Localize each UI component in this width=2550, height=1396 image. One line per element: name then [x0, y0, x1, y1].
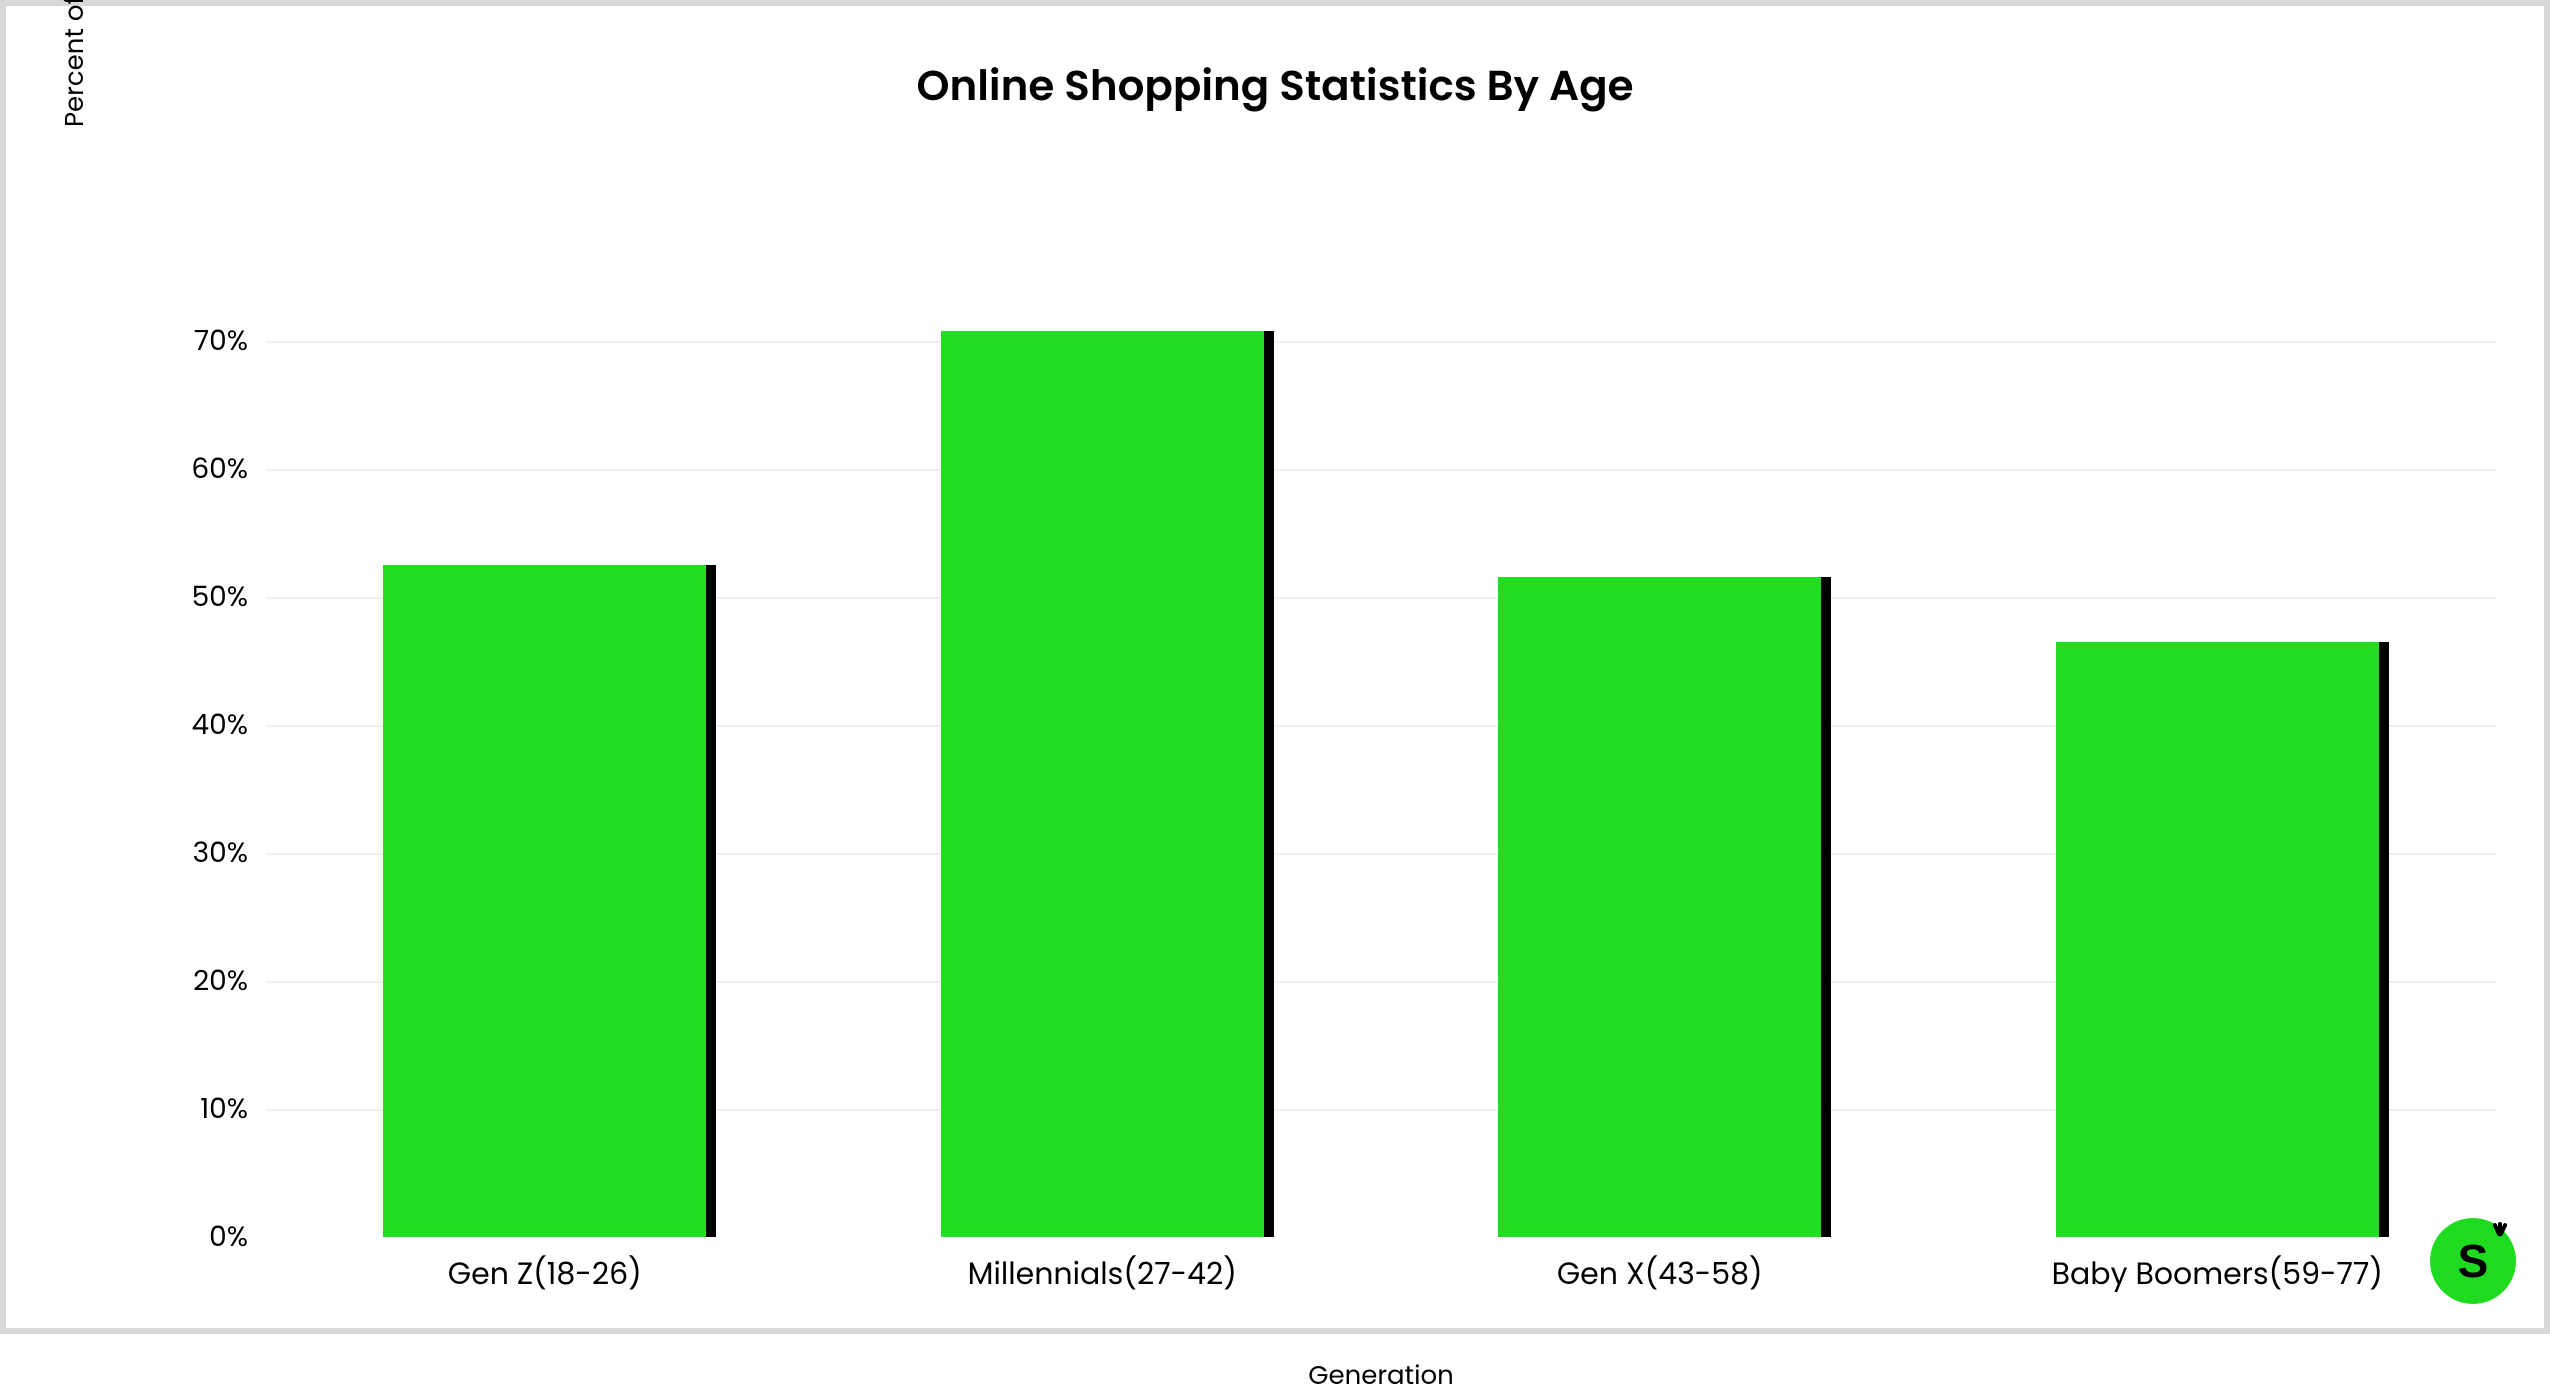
- bar: [383, 565, 706, 1237]
- y-axis-label: Percent of Online Shoppers: [56, 0, 95, 127]
- x-tick-label: Baby Boomers(59-77): [2052, 1237, 2383, 1297]
- y-tick-label: 10%: [200, 1088, 266, 1130]
- gridline: [266, 341, 2496, 343]
- chart-frame: Online Shopping Statistics By Age Percen…: [0, 0, 2550, 1334]
- x-tick-label: Millennials(27-42): [968, 1237, 1237, 1297]
- y-tick-label: 70%: [194, 320, 266, 362]
- y-tick-label: 40%: [192, 704, 266, 746]
- chart-title: Online Shopping Statistics By Age: [36, 54, 2514, 117]
- logo-rays-icon: [2490, 1216, 2510, 1236]
- y-tick-label: 20%: [193, 960, 266, 1002]
- y-tick-label: 60%: [191, 448, 266, 490]
- x-tick-label: Gen X(43-58): [1557, 1237, 1763, 1297]
- bar: [941, 331, 1264, 1237]
- bar: [1498, 577, 1821, 1237]
- gridline: [266, 469, 2496, 471]
- x-tick-label: Gen Z(18-26): [448, 1237, 642, 1297]
- y-tick-label: 0%: [209, 1216, 266, 1258]
- y-tick-label: 30%: [193, 832, 266, 874]
- bar: [2056, 642, 2379, 1237]
- x-axis-label: Generation: [266, 1357, 2496, 1396]
- y-tick-label: 50%: [192, 576, 266, 618]
- brand-logo-letter: S: [2458, 1234, 2489, 1288]
- plot-area: 0%10%20%30%40%50%60%70%Gen Z(18-26)Mille…: [266, 277, 2496, 1237]
- brand-logo: S: [2430, 1218, 2516, 1304]
